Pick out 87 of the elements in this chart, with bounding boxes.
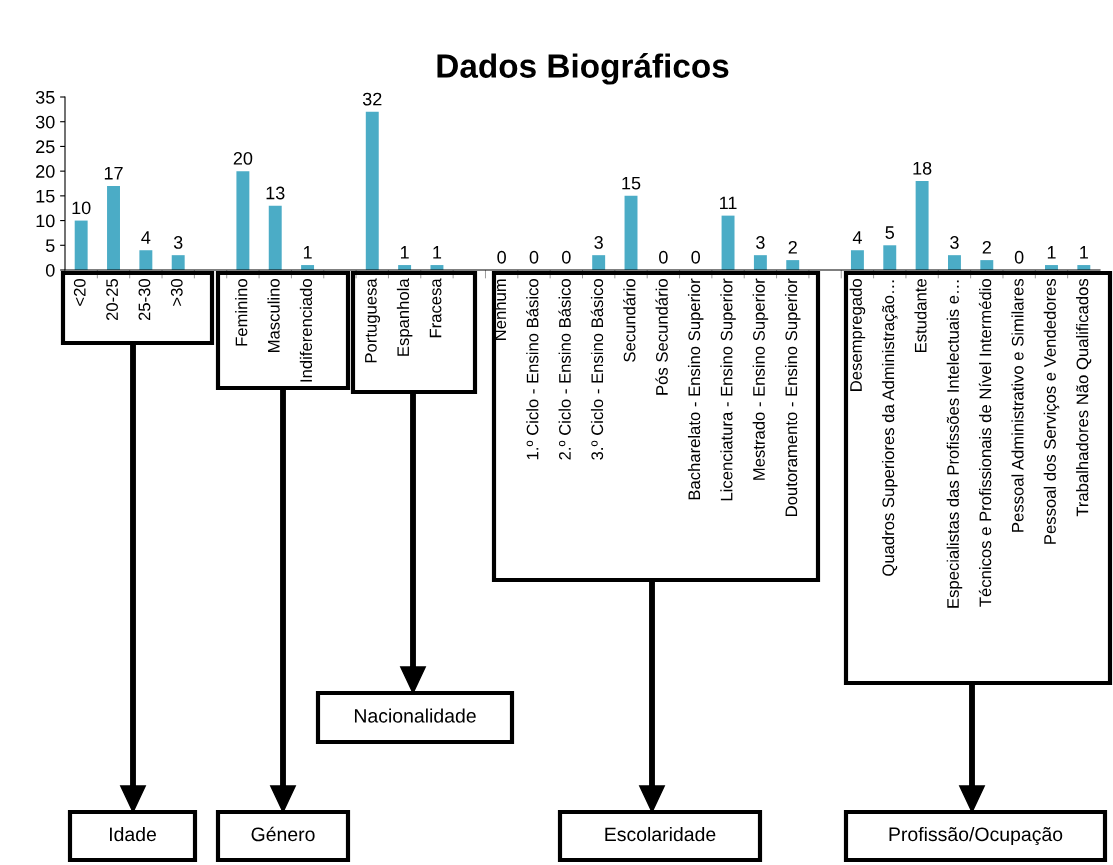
data-label: 1 <box>433 246 442 259</box>
data-label: 1 <box>1080 246 1088 259</box>
x-tick-label: Secundário <box>623 279 636 362</box>
data-label: 0 <box>659 250 668 264</box>
text: Nacionalidade <box>354 708 476 723</box>
x-tick-label: Indiferenciado <box>299 279 313 382</box>
data-label: 3 <box>756 236 765 249</box>
y-tick-label: 15 <box>36 189 55 203</box>
x-tick-label: Feminino <box>235 279 248 346</box>
bar <box>365 111 379 270</box>
bar <box>624 195 638 270</box>
data-label: 0 <box>562 250 571 264</box>
bar <box>721 215 735 270</box>
data-label: 1 <box>303 246 312 259</box>
x-tick-label: Portuguesa <box>365 278 381 363</box>
text: Idade <box>109 826 156 842</box>
x-tick-label: 2.º Ciclo - Ensino Básico <box>558 279 571 460</box>
data-label: 1 <box>1047 246 1056 259</box>
text: Escolaridade <box>605 826 716 842</box>
text: Género <box>251 826 315 842</box>
bar <box>980 260 994 270</box>
x-tick-label: 3.º Ciclo - Ensino Básico <box>590 279 604 460</box>
data-label: 3 <box>173 236 183 249</box>
x-tick-label: Técnicos e Profissionais de Nível Intermédio <box>978 279 992 607</box>
x-tick-label: Pessoal dos Serviços e Vendedores <box>1043 278 1060 544</box>
chart-title: Dados Biográficos <box>437 53 729 85</box>
x-tick-label: Pós Secundário <box>655 279 668 395</box>
data-label: 0 <box>691 250 701 264</box>
data-label: 2 <box>788 240 797 254</box>
x-tick-label: Espanhola <box>396 278 413 356</box>
bar <box>753 255 767 270</box>
x-tick-label: Fracesa <box>429 278 442 338</box>
y-tick-label: 25 <box>36 140 55 154</box>
bar <box>850 250 864 270</box>
data-label: 10 <box>72 201 91 215</box>
x-tick-label: >30 <box>170 278 183 306</box>
bar <box>171 255 185 270</box>
data-label: 4 <box>141 231 151 244</box>
x-tick-label: 20-25 <box>106 279 118 321</box>
bar <box>236 171 250 270</box>
data-label: 15 <box>622 176 641 190</box>
data-label: 2 <box>982 240 991 254</box>
x-tick-label: Especialistas das Profissões Intelectuais e… <box>946 280 963 608</box>
bar <box>947 255 961 270</box>
data-label: 32 <box>362 92 382 106</box>
data-label: 18 <box>913 161 932 175</box>
y-tick-label: 35 <box>35 90 55 104</box>
y-tick-label: 20 <box>36 165 55 178</box>
x-tick-label: Quadros Superiores da Administração… <box>881 280 898 576</box>
x-tick-label: Estudante <box>914 279 927 353</box>
bar <box>883 245 897 270</box>
data-label: 0 <box>1014 250 1024 264</box>
text: Profissão/Ocupação <box>889 826 1063 846</box>
bar <box>915 181 929 270</box>
x-tick-label: Desempregado <box>849 279 866 391</box>
data-label: 5 <box>885 226 895 239</box>
x-tick-label: Masculino <box>267 279 280 352</box>
x-tick-label: 25-30 <box>138 278 151 321</box>
x-tick-label: Trabalhadores Não Qualificados <box>1076 278 1092 517</box>
data-label: 11 <box>720 196 737 210</box>
data-label: 17 <box>104 167 123 180</box>
x-tick-label: Licenciatura - Ensino Superior <box>720 278 736 501</box>
data-label: 0 <box>497 250 506 264</box>
x-tick-label: <20 <box>73 278 86 306</box>
bar <box>139 250 153 270</box>
data-label: 3 <box>950 236 959 249</box>
data-label: 4 <box>852 231 862 244</box>
data-label: 0 <box>529 250 539 264</box>
bar <box>107 185 120 270</box>
x-tick-label: Mestrado - Ensino Superior <box>752 278 769 480</box>
y-tick-label: 30 <box>35 115 55 129</box>
data-label: 20 <box>233 152 253 165</box>
data-label: 1 <box>400 246 409 259</box>
data-label: 3 <box>594 236 603 249</box>
bar <box>786 260 800 270</box>
y-tick-label: 5 <box>45 239 55 253</box>
bar <box>74 220 88 270</box>
data-label: 13 <box>266 186 285 200</box>
x-tick-label: Nenhum <box>493 279 507 340</box>
bar <box>268 205 282 270</box>
x-tick-label: Bacharelato - Ensino Superior <box>687 278 704 500</box>
x-tick-label: Pessoal Administrativo e Similares <box>1011 278 1024 532</box>
x-tick-label: 1.º Ciclo - Ensino Básico <box>526 279 539 460</box>
x-tick-label: Doutoramento - Ensino Superior <box>784 278 801 516</box>
bar <box>592 255 606 270</box>
y-tick-label: 10 <box>36 214 55 228</box>
y-tick-label: 0 <box>45 263 55 277</box>
